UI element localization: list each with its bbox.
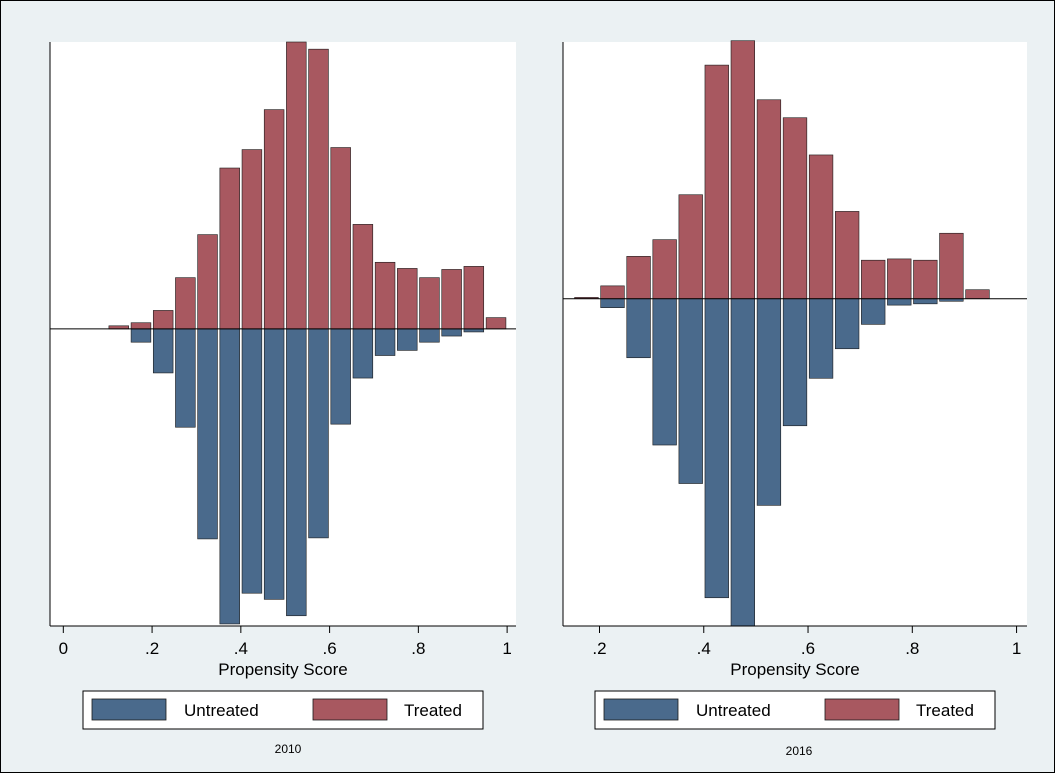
legend-label-untreated: Untreated xyxy=(696,701,771,720)
bar-untreated xyxy=(219,328,240,625)
bar-untreated xyxy=(808,298,834,379)
x-tick-label: 0 xyxy=(59,639,68,658)
x-ticks: .2 .4 .6 .8 1 xyxy=(592,626,1021,658)
legend-swatch-untreated xyxy=(91,698,167,721)
bar-treated xyxy=(374,261,396,330)
panel-2010: 0 .2 .4 .6 .8 1 Propensity Score Untreated Tr… xyxy=(18,18,529,760)
bar-treated xyxy=(939,232,964,300)
bar-treated xyxy=(626,256,651,300)
bar-untreated xyxy=(197,328,218,540)
x-tick-label: .8 xyxy=(411,639,425,658)
bar-untreated xyxy=(441,328,462,337)
bar-untreated xyxy=(704,298,729,599)
bar-untreated xyxy=(652,298,677,446)
panel-2016: .2 .4 .6 .8 1 Propensity Score Untreated Tre… xyxy=(531,18,1047,760)
bar-treated xyxy=(463,266,485,330)
bar-treated xyxy=(152,310,174,330)
bar-untreated xyxy=(286,328,307,617)
legend-label-treated: Treated xyxy=(916,701,974,720)
bar-untreated xyxy=(352,328,374,379)
x-tick-label: .4 xyxy=(697,639,711,658)
legend: Untreated Treated xyxy=(82,690,484,730)
bar-untreated xyxy=(374,328,396,356)
x-tick-label: .6 xyxy=(801,639,815,658)
bar-treated xyxy=(861,259,886,300)
bar-treated xyxy=(441,269,462,330)
bar-untreated xyxy=(330,328,351,425)
bar-treated xyxy=(730,40,756,300)
x-tick-label: .2 xyxy=(145,639,159,658)
bar-treated xyxy=(652,239,677,300)
panel-title: 2016 xyxy=(786,744,813,758)
bar-treated xyxy=(175,277,196,330)
bar-treated xyxy=(419,277,440,330)
bar-treated xyxy=(965,289,990,300)
bar-untreated xyxy=(241,328,263,594)
x-axis-label: Propensity Score xyxy=(730,660,859,679)
bar-untreated xyxy=(175,328,196,428)
x-tick-label: .2 xyxy=(592,639,606,658)
bar-treated xyxy=(600,285,625,300)
bar-treated xyxy=(197,234,218,330)
bar-untreated xyxy=(678,298,703,484)
legend-label-untreated: Untreated xyxy=(184,701,259,720)
bars-layer xyxy=(108,41,507,625)
bar-untreated xyxy=(626,298,651,359)
bar-untreated xyxy=(756,298,782,506)
bar-treated xyxy=(913,259,938,300)
bar-treated xyxy=(130,322,152,330)
bar-treated xyxy=(834,211,860,299)
x-tick-label: 1 xyxy=(502,639,511,658)
bar-treated xyxy=(485,317,507,330)
bar-untreated xyxy=(397,328,418,351)
bar-untreated xyxy=(782,298,808,427)
bar-treated xyxy=(782,117,808,300)
x-ticks: 0 .2 .4 .6 .8 1 xyxy=(59,626,512,658)
panel-title: 2010 xyxy=(275,742,302,756)
bar-treated xyxy=(887,258,912,300)
bar-treated xyxy=(352,224,374,330)
bar-untreated xyxy=(730,298,756,627)
bar-treated xyxy=(308,48,329,330)
bar-untreated xyxy=(308,328,329,539)
x-axis-label: Propensity Score xyxy=(218,660,347,679)
bar-treated xyxy=(808,154,834,299)
bar-untreated xyxy=(419,328,440,343)
bar-treated xyxy=(263,109,285,330)
legend: Untreated Treated xyxy=(594,690,996,730)
legend-swatch-treated xyxy=(312,698,388,721)
bar-untreated xyxy=(887,298,912,306)
bar-treated xyxy=(241,149,263,330)
bar-untreated xyxy=(263,328,285,600)
legend-label-treated: Treated xyxy=(404,701,462,720)
bar-treated xyxy=(330,147,351,330)
bar-treated xyxy=(704,64,729,300)
bar-treated xyxy=(397,268,418,330)
bar-treated xyxy=(219,167,240,330)
bar-treated xyxy=(756,99,782,300)
x-tick-label: 1 xyxy=(1012,639,1021,658)
x-tick-label: .6 xyxy=(323,639,337,658)
x-tick-label: .4 xyxy=(234,639,248,658)
bar-untreated xyxy=(913,298,938,305)
bar-untreated xyxy=(600,298,625,308)
legend-swatch-treated xyxy=(824,698,900,721)
bar-treated xyxy=(678,194,703,300)
bar-untreated xyxy=(152,328,174,374)
bar-treated xyxy=(286,41,307,330)
bar-untreated xyxy=(834,298,860,350)
x-tick-label: .8 xyxy=(905,639,919,658)
legend-swatch-untreated xyxy=(603,698,679,721)
bar-untreated xyxy=(130,328,152,343)
bar-untreated xyxy=(861,298,886,325)
